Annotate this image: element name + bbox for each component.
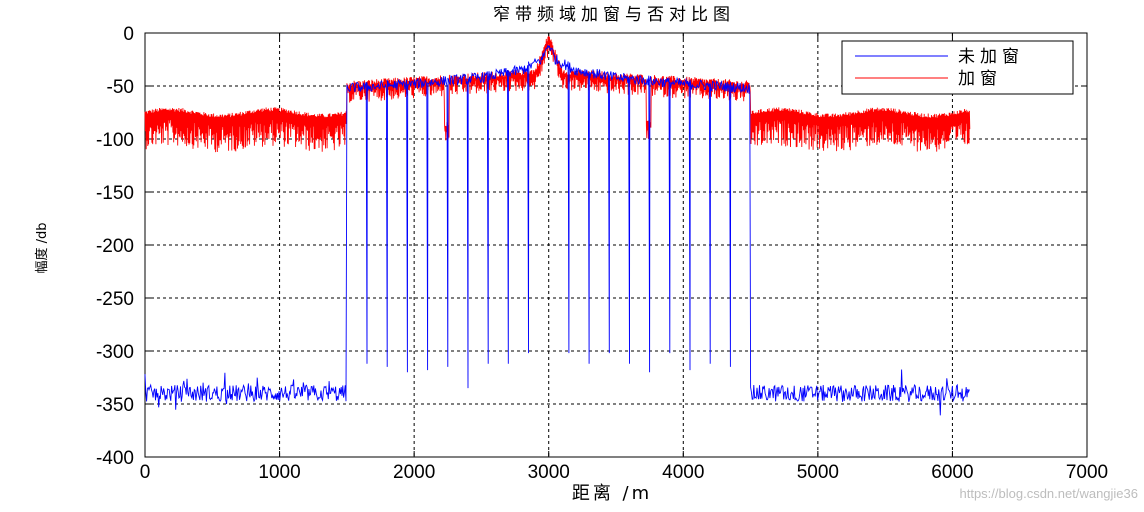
legend: 未加窗 加窗 [841, 40, 1074, 95]
y-axis-ticks: 0 -50 -100 -150 -200 -250 -300 -350 -400 [96, 24, 1087, 469]
y-tick-label: -350 [96, 395, 134, 416]
x-axis-label: 距离 /m [572, 483, 652, 504]
y-tick-label: -200 [96, 236, 134, 257]
x-axis-ticks: 0 1000 2000 3000 4000 5000 6000 7000 [140, 33, 1108, 483]
x-tick-label: 7000 [1066, 462, 1108, 483]
series-layer [144, 35, 971, 416]
series-unwindowed-line [144, 44, 970, 416]
y-tick-label: -150 [96, 183, 134, 204]
y-axis-label: 幅度 /db [34, 222, 50, 273]
legend-label-windowed: 加窗 [958, 69, 1002, 89]
y-tick-label: 0 [123, 24, 134, 45]
x-tick-label: 2000 [393, 462, 435, 483]
watermark: https://blog.csdn.net/wangjie36 [959, 486, 1138, 501]
legend-label-unwindowed: 未加窗 [958, 47, 1024, 67]
y-tick-label: -250 [96, 289, 134, 310]
x-tick-label: 4000 [662, 462, 704, 483]
x-tick-label: 5000 [797, 462, 839, 483]
y-tick-label: -300 [96, 342, 134, 363]
y-tick-label: -100 [96, 130, 134, 151]
x-tick-label: 3000 [528, 462, 570, 483]
x-tick-label: 1000 [258, 462, 300, 483]
y-tick-label: -400 [96, 448, 134, 469]
x-tick-label: 0 [140, 462, 151, 483]
legend-box [841, 40, 1074, 95]
x-tick-label: 6000 [931, 462, 973, 483]
y-tick-label: -50 [107, 77, 134, 98]
chart-title: 窄带频域加窗与否对比图 [493, 5, 735, 25]
